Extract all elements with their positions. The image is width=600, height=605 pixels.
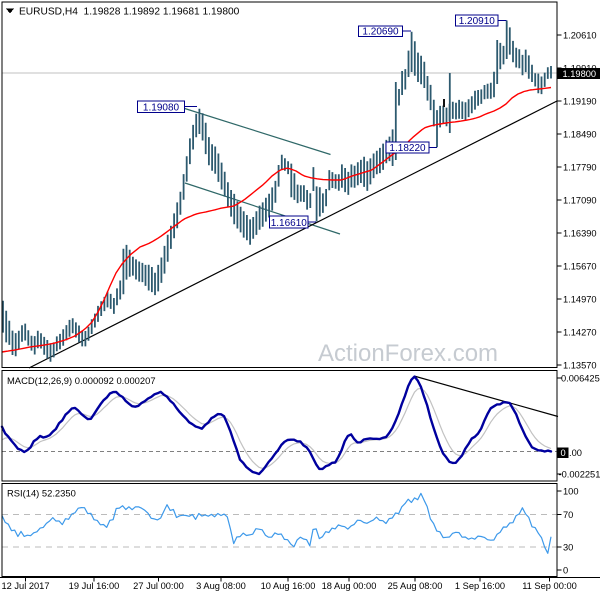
svg-text:ActionForex.com: ActionForex.com: [318, 340, 498, 367]
svg-text:1.19080: 1.19080: [143, 102, 180, 113]
svg-text:1.13570: 1.13570: [563, 360, 597, 370]
svg-text:100: 100: [563, 486, 579, 496]
svg-text:0: 0: [563, 565, 568, 575]
svg-text:27 Jul 00:00: 27 Jul 00:00: [133, 581, 184, 591]
svg-text:-0.002251: -0.002251: [559, 469, 600, 479]
svg-text:25 Aug 08:00: 25 Aug 08:00: [388, 581, 443, 591]
svg-text:1.17790: 1.17790: [563, 162, 597, 172]
svg-text:1.19800: 1.19800: [563, 69, 597, 79]
svg-text:30: 30: [563, 542, 573, 552]
svg-text:0: 0: [561, 448, 566, 458]
svg-text:RSI(14) 52.2350: RSI(14) 52.2350: [7, 488, 76, 499]
svg-text:1.20610: 1.20610: [563, 30, 597, 40]
svg-text:1.20690: 1.20690: [362, 26, 399, 37]
svg-text:1.16610: 1.16610: [271, 218, 308, 229]
svg-text:1.17090: 1.17090: [563, 195, 597, 205]
svg-text:1.16390: 1.16390: [563, 228, 597, 238]
svg-text:1.14970: 1.14970: [563, 294, 597, 304]
svg-text:18 Aug 00:00: 18 Aug 00:00: [322, 581, 377, 591]
svg-text:.00: .00: [569, 448, 582, 458]
svg-text:1.18220: 1.18220: [389, 143, 426, 154]
svg-text:0.006425: 0.006425: [561, 373, 600, 383]
svg-text:1.15670: 1.15670: [563, 261, 597, 271]
svg-text:11 Sep 00:00: 11 Sep 00:00: [522, 581, 577, 591]
svg-text:19 Jul 16:00: 19 Jul 16:00: [69, 581, 120, 591]
svg-text:1.20910: 1.20910: [459, 16, 496, 27]
svg-text:10 Aug 16:00: 10 Aug 16:00: [261, 581, 316, 591]
svg-text:1 Sep 16:00: 1 Sep 16:00: [455, 581, 505, 591]
svg-text:1.14270: 1.14270: [563, 327, 597, 337]
svg-text:12 Jul 2017: 12 Jul 2017: [1, 581, 49, 591]
svg-text:MACD(12,26,9) 0.000092 0.00020: MACD(12,26,9) 0.000092 0.000207: [7, 375, 156, 386]
svg-text:1.19190: 1.19190: [563, 96, 597, 106]
svg-text:EURUSD,H4 1.19828 1.19892 1.1: EURUSD,H4 1.19828 1.19892 1.19681 1.1980…: [19, 7, 240, 18]
svg-text:70: 70: [563, 510, 573, 520]
svg-text:1.18490: 1.18490: [563, 129, 597, 139]
svg-text:3 Aug 08:00: 3 Aug 08:00: [196, 581, 246, 591]
